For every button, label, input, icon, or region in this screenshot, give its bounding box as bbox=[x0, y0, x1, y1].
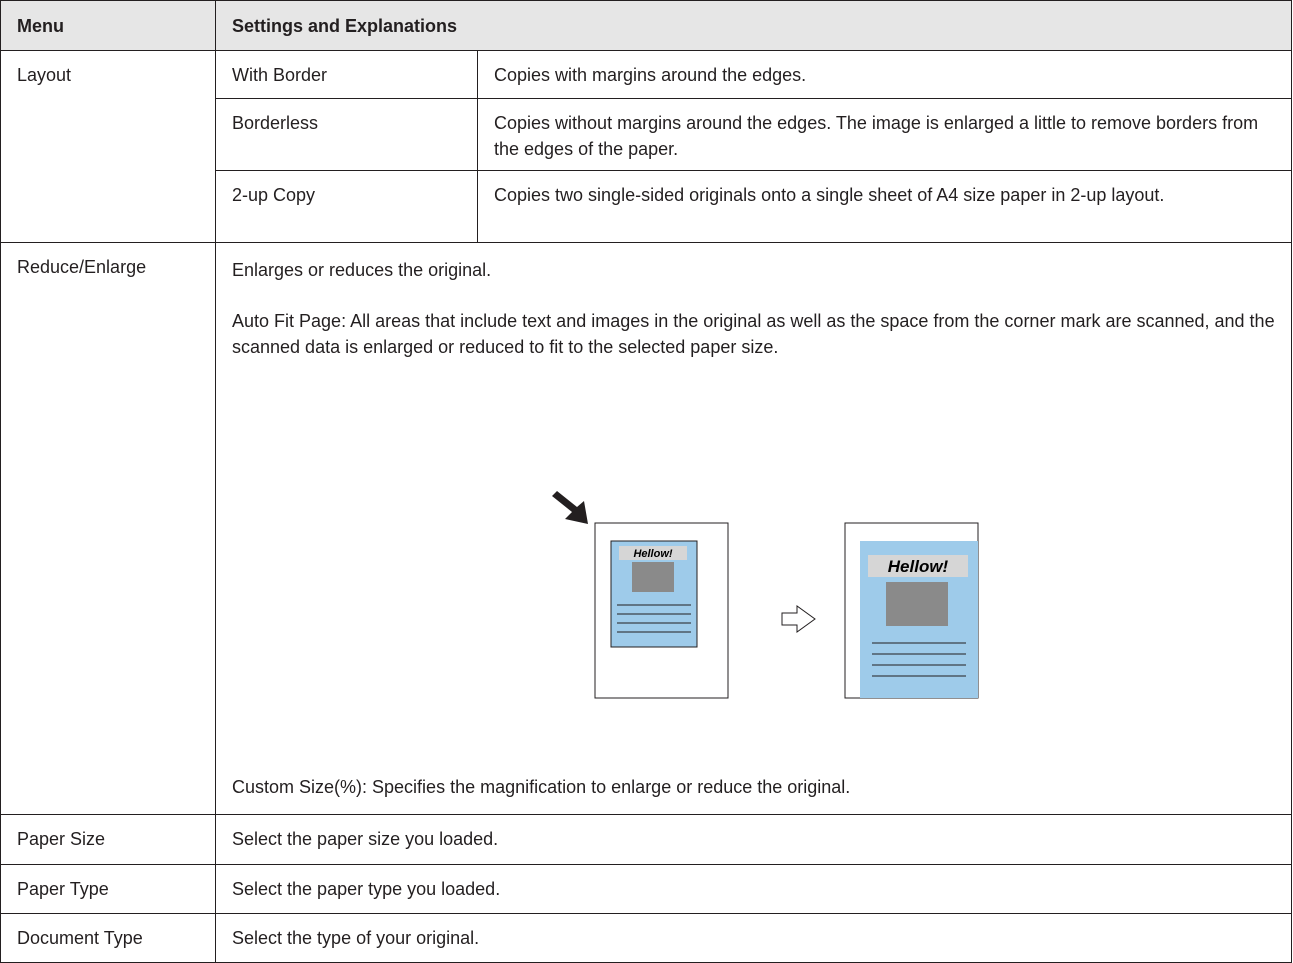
option-desc-cell: Copies without margins around the edges.… bbox=[477, 98, 1292, 171]
label-box bbox=[619, 546, 687, 560]
option-name: Borderless bbox=[232, 113, 319, 133]
option-cell: Borderless bbox=[215, 98, 478, 171]
desc: Select the paper type you loaded. bbox=[232, 879, 501, 899]
menu-label: Paper Type bbox=[17, 879, 109, 899]
menu-label: Layout bbox=[17, 65, 72, 85]
row: Reduce/Enlarge Enlarges or reduces the o… bbox=[0, 242, 1292, 815]
desc: Select the type of your original. bbox=[232, 928, 480, 948]
header-settings: Settings and Explanations bbox=[215, 0, 1292, 51]
sample-label: Hellow! bbox=[633, 548, 672, 560]
illustration: Hellow! Hellow! bbox=[552, 491, 979, 699]
paragraph: Custom Size(%): Specifies the magnificat… bbox=[232, 777, 851, 797]
corner-arrow bbox=[552, 491, 588, 524]
option-cell: With Border bbox=[215, 50, 478, 99]
paragraph: Auto Fit Page: All areas that include te… bbox=[232, 311, 1275, 357]
text-lines bbox=[617, 604, 691, 633]
sample-photo bbox=[632, 562, 674, 592]
desc-cell: Select the type of your original. bbox=[215, 913, 1292, 963]
menu-label: Paper Size bbox=[17, 829, 106, 849]
sample-photo bbox=[886, 582, 948, 626]
header-menu: Menu bbox=[0, 0, 216, 51]
desc-cell: Select the paper type you loaded. bbox=[215, 864, 1292, 914]
option-desc-cell: Copies with margins around the edges. bbox=[477, 50, 1292, 99]
menu-label: Reduce/Enlarge bbox=[17, 257, 147, 277]
menu-cell: Paper Type bbox=[0, 864, 216, 914]
option-desc-cell: Copies two single-sided originals onto a… bbox=[477, 170, 1292, 243]
row: 2-up Copy Copies two single-sided origin… bbox=[1, 170, 1292, 243]
row: Borderless Copies without margins around… bbox=[1, 98, 1292, 171]
option-name: 2-up Copy bbox=[232, 185, 316, 205]
menu-cell: Reduce/Enlarge bbox=[0, 242, 216, 815]
paragraph: Enlarges or reduces the original. bbox=[232, 260, 492, 280]
option-desc: Copies without margins around the edges.… bbox=[494, 113, 1259, 159]
menu-cell: Layout bbox=[0, 50, 216, 243]
label-box bbox=[868, 555, 968, 577]
text-lines bbox=[872, 642, 966, 677]
option-desc: Copies two single-sided originals onto a… bbox=[494, 185, 1165, 205]
result-arrow bbox=[781, 605, 816, 633]
menu-cell: Document Type bbox=[0, 913, 216, 963]
desc-cell: Enlarges or reduces the original. Auto F… bbox=[215, 242, 1292, 815]
header-row: Menu Settings and Explanations bbox=[0, 0, 1292, 51]
desc-cell: Select the paper size you loaded. bbox=[215, 814, 1292, 865]
desc: Select the paper size you loaded. bbox=[232, 829, 499, 849]
option-desc: Copies with margins around the edges. bbox=[494, 65, 807, 85]
row: Document Type Select the type of your or… bbox=[0, 913, 1292, 963]
sample-label: Hellow! bbox=[888, 557, 949, 576]
desc-body: Enlarges or reduces the original. Auto F… bbox=[232, 243, 1275, 814]
menu-label: Document Type bbox=[17, 928, 143, 948]
row: Paper Size Select the paper size you loa… bbox=[0, 814, 1292, 865]
row: Paper Type Select the paper type you loa… bbox=[0, 864, 1292, 914]
option-cell: 2-up Copy bbox=[215, 170, 478, 243]
option-name: With Border bbox=[232, 65, 328, 85]
menu-cell: Paper Size bbox=[0, 814, 216, 865]
row: Layout With Border Copies with margins a… bbox=[0, 50, 1292, 243]
